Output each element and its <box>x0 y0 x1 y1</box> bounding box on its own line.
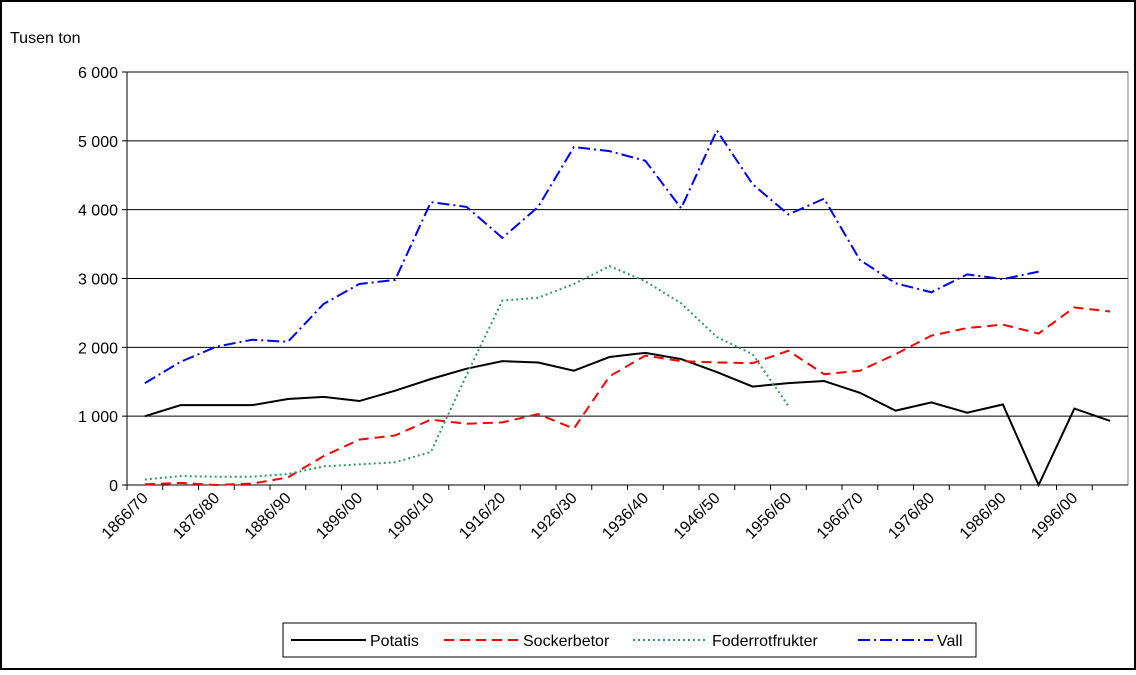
series-line <box>144 306 1111 487</box>
y-tick-label: 6 000 <box>78 65 118 82</box>
legend-label: Potatis <box>370 633 419 650</box>
legend: Potatis Sockerbetor Foderrotfrukter Vall <box>282 622 977 658</box>
legend-label: Sockerbetor <box>523 633 610 650</box>
legend-label: Vall <box>937 633 963 650</box>
y-tick-label: 2 000 <box>78 340 118 357</box>
series-line <box>144 128 1039 384</box>
y-tick-label: 4 000 <box>78 203 118 220</box>
y-tick-label: 5 000 <box>78 134 118 151</box>
series-line <box>144 351 1111 488</box>
legend-label: Foderrotfrukter <box>712 633 818 650</box>
y-axis-title: Tusen ton <box>10 30 81 47</box>
series-line <box>144 265 790 481</box>
y-tick-label: 3 000 <box>78 272 118 289</box>
y-tick-label: 1 000 <box>78 409 118 426</box>
y-tick-label: 0 <box>109 478 118 495</box>
